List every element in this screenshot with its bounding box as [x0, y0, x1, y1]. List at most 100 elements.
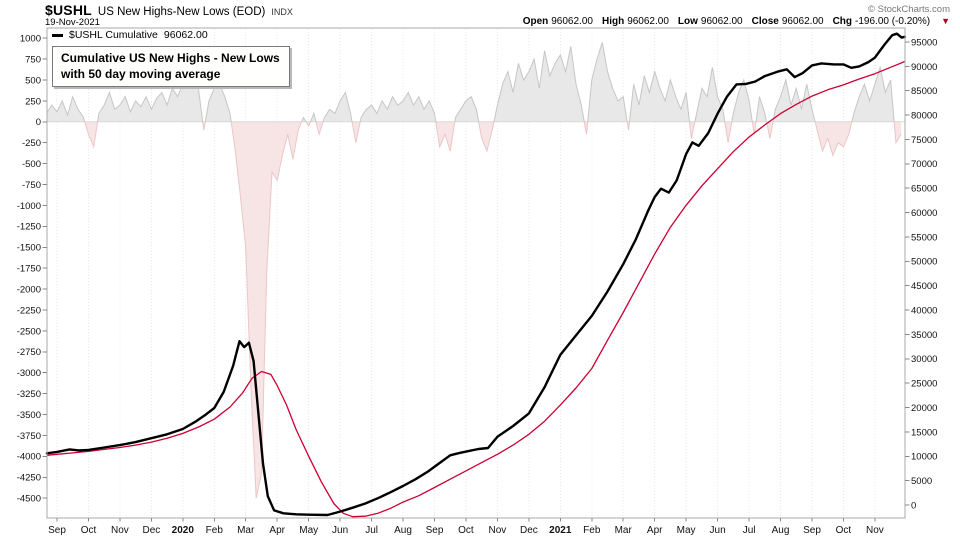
left-axis-label: 750	[25, 55, 41, 66]
x-axis-month-label: Nov	[489, 525, 507, 536]
plot-border	[46, 27, 906, 519]
ohlc-value: -196.00 (-0.20%)	[855, 16, 931, 27]
left-axis-label: 0	[36, 117, 41, 128]
x-axis-month-label: Dec	[520, 525, 538, 536]
left-axis-label: -750	[22, 180, 41, 191]
exchange-label: INDX	[271, 7, 293, 17]
left-axis-label: -1500	[17, 243, 41, 254]
left-axis-label: -250	[22, 138, 41, 149]
x-axis-month-label: 2020	[172, 525, 195, 536]
x-axis-month-label: Feb	[206, 525, 224, 536]
left-axis-label: 1000	[20, 34, 41, 45]
chart-title: $USHL US New Highs-New Lows (EOD) INDX	[45, 2, 293, 18]
right-axis-label: 75000	[911, 135, 937, 146]
histogram-area-positive	[47, 42, 902, 122]
chart-date: 19-Nov-2021	[45, 17, 100, 28]
ticker-symbol: $USHL	[45, 2, 92, 18]
right-axis-label: 0	[911, 500, 916, 511]
right-axis-label: 55000	[911, 232, 937, 243]
right-axis-label: 85000	[911, 86, 937, 97]
x-axis-month-label: Jun	[710, 525, 726, 536]
right-axis-label: 80000	[911, 111, 937, 122]
x-axis-month-label: Dec	[143, 525, 161, 536]
x-axis-month-label: Apr	[269, 525, 285, 536]
x-axis-month-label: Nov	[866, 525, 884, 536]
left-axis-label: -4250	[17, 473, 41, 484]
left-axis-label: -500	[22, 159, 41, 170]
left-axis-label: -2000	[17, 285, 41, 296]
right-axis-label: 10000	[911, 452, 937, 463]
legend-line-swatch	[52, 33, 63, 37]
x-axis-month-label: Aug	[772, 525, 790, 536]
x-axis-month-label: Mar	[237, 525, 255, 536]
x-axis-month-label: Aug	[394, 525, 412, 536]
ohlc-value: 96062.00	[551, 16, 593, 27]
ohlc-label: Chg	[832, 16, 853, 27]
ohlc-label: Open	[522, 16, 549, 27]
x-axis-month-label: Sep	[803, 525, 821, 536]
ohlc-value: 96062.00	[781, 16, 824, 27]
x-axis-month-label: Feb	[583, 525, 601, 536]
right-axis-label: 60000	[911, 208, 937, 219]
copyright-notice: © StockCharts.com	[868, 4, 950, 15]
x-axis-month-label: Jul	[365, 525, 378, 536]
left-axis-label: -3750	[17, 431, 41, 442]
right-axis-label: 30000	[911, 354, 937, 365]
left-axis-label: -1750	[17, 264, 41, 275]
right-axis-label: 20000	[911, 403, 937, 414]
ohlc-label: High	[601, 16, 625, 27]
change-down-triangle-icon[interactable]: ▼	[941, 16, 950, 26]
x-axis-month-label: Apr	[647, 525, 663, 536]
ma-50day-line	[46, 60, 906, 518]
left-axis-label: -4500	[17, 494, 41, 505]
x-axis-month-label: Oct	[81, 525, 97, 536]
x-axis-month-label: Jun	[332, 525, 348, 536]
cumulative-line	[45, 32, 906, 517]
left-axis-label: 250	[25, 96, 41, 107]
ohlc-item-close: Close 96062.00	[752, 16, 824, 27]
x-axis-month-label: Oct	[458, 525, 474, 536]
ohlc-item-chg: Chg -196.00 (-0.20%)	[833, 16, 931, 27]
right-axis-label: 70000	[911, 159, 937, 170]
legend-series-value: 96062.00	[163, 29, 208, 41]
left-axis-label: -3250	[17, 389, 41, 400]
right-axis-label: 15000	[911, 427, 937, 438]
annotation-box: Cumulative US New Highs - New Lows with …	[52, 46, 290, 87]
ohlc-label: Low	[677, 16, 698, 27]
x-axis-month-label: Jul	[743, 525, 756, 536]
x-axis-month-label: Sep	[426, 525, 444, 536]
right-axis-label: 5000	[911, 476, 932, 487]
left-axis-label: -2250	[17, 305, 41, 316]
left-axis-label: -2750	[17, 347, 41, 358]
annotation-line-2: with 50 day moving average	[61, 67, 221, 81]
right-axis-label: 90000	[911, 62, 937, 73]
x-axis-month-label: Nov	[111, 525, 129, 536]
legend-series-label: $USHL Cumulative	[69, 29, 158, 41]
left-axis-label: 500	[25, 75, 41, 86]
ohlc-item-low: Low 96062.00	[678, 16, 743, 27]
right-axis-label: 35000	[911, 330, 937, 341]
x-axis-month-label: 2021	[549, 525, 572, 536]
right-axis-label: 50000	[911, 257, 937, 268]
right-axis-label: 65000	[911, 184, 937, 195]
series-legend: $USHL Cumulative 96062.00	[52, 29, 208, 41]
x-axis-month-label: Mar	[615, 525, 633, 536]
x-axis-month-label: May	[299, 525, 318, 536]
right-axis-label: 25000	[911, 379, 937, 390]
ohlc-item-high: High 96062.00	[602, 16, 669, 27]
ohlc-summary-row: Open 96062.00 High 96062.00 Low 96062.00 Close…	[523, 16, 950, 27]
right-axis-label: 40000	[911, 306, 937, 317]
left-axis-label: -4000	[17, 452, 41, 463]
annotation-line-1: Cumulative US New Highs - New Lows	[61, 51, 280, 65]
right-axis-label: 95000	[911, 37, 937, 48]
left-axis-label: -1000	[17, 201, 41, 212]
x-axis-month-label: Sep	[48, 525, 66, 536]
left-axis-label: -3000	[17, 368, 41, 379]
left-axis-label: -3500	[17, 410, 41, 421]
x-axis-month-label: Oct	[836, 525, 852, 536]
ohlc-value: 96062.00	[700, 16, 743, 27]
left-axis-label: -2500	[17, 326, 41, 337]
ohlc-value: 96062.00	[627, 16, 669, 27]
